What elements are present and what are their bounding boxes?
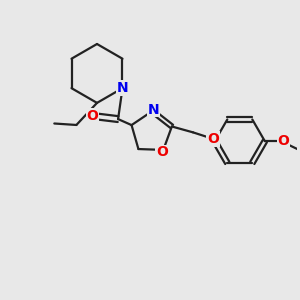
Text: O: O (156, 145, 168, 159)
Text: O: O (278, 134, 289, 148)
Text: O: O (207, 132, 219, 146)
Text: N: N (148, 103, 160, 117)
Text: O: O (86, 109, 98, 123)
Text: N: N (117, 81, 128, 95)
